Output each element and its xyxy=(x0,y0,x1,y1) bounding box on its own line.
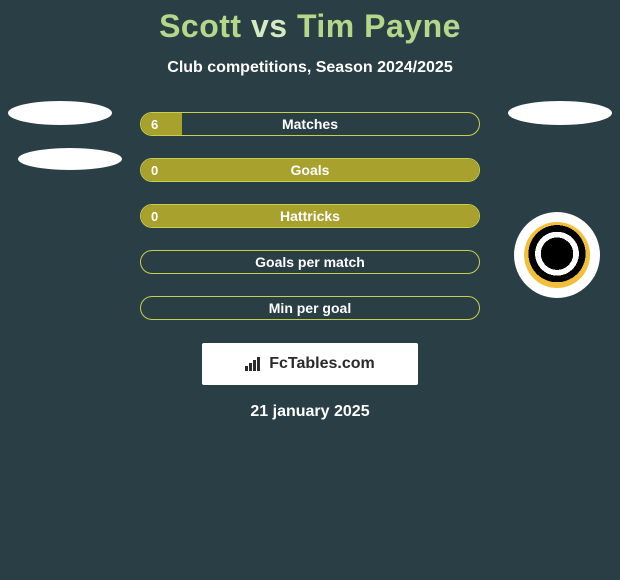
stat-label: Hattricks xyxy=(141,205,479,227)
stat-label: Matches xyxy=(141,113,479,135)
stat-label: Min per goal xyxy=(141,297,479,319)
stat-bar: Goals per match xyxy=(140,250,480,274)
stat-bar: 0 Goals xyxy=(140,158,480,182)
stat-row-min-per-goal: Min per goal xyxy=(0,285,620,331)
player1-placeholder-icon xyxy=(18,148,122,170)
vs-label: vs xyxy=(251,8,288,44)
stat-bar: 6 Matches xyxy=(140,112,480,136)
bar-chart-icon xyxy=(245,357,263,371)
stat-bar: 0 Hattricks xyxy=(140,204,480,228)
stat-row-hattricks: 0 Hattricks xyxy=(0,193,620,239)
player2-placeholder-icon xyxy=(508,101,612,125)
infographic-container: Scott vs Tim Payne Club competitions, Se… xyxy=(0,0,620,421)
stat-row-goals: 0 Goals xyxy=(0,147,620,193)
stat-row-goals-per-match: Goals per match xyxy=(0,239,620,285)
page-title: Scott vs Tim Payne xyxy=(0,8,620,45)
stat-label: Goals per match xyxy=(141,251,479,273)
logo-text: FcTables.com xyxy=(269,355,375,373)
player1-placeholder-icon xyxy=(8,101,112,125)
stat-label: Goals xyxy=(141,159,479,181)
player2-name: Tim Payne xyxy=(297,8,461,44)
fctables-link[interactable]: FcTables.com xyxy=(202,343,418,385)
player1-name: Scott xyxy=(159,8,242,44)
stat-row-matches: 6 Matches xyxy=(0,101,620,147)
subtitle: Club competitions, Season 2024/2025 xyxy=(0,59,620,77)
stat-bar: Min per goal xyxy=(140,296,480,320)
date-label: 21 january 2025 xyxy=(0,403,620,421)
stats-chart: 6 Matches 0 Goals xyxy=(0,101,620,331)
